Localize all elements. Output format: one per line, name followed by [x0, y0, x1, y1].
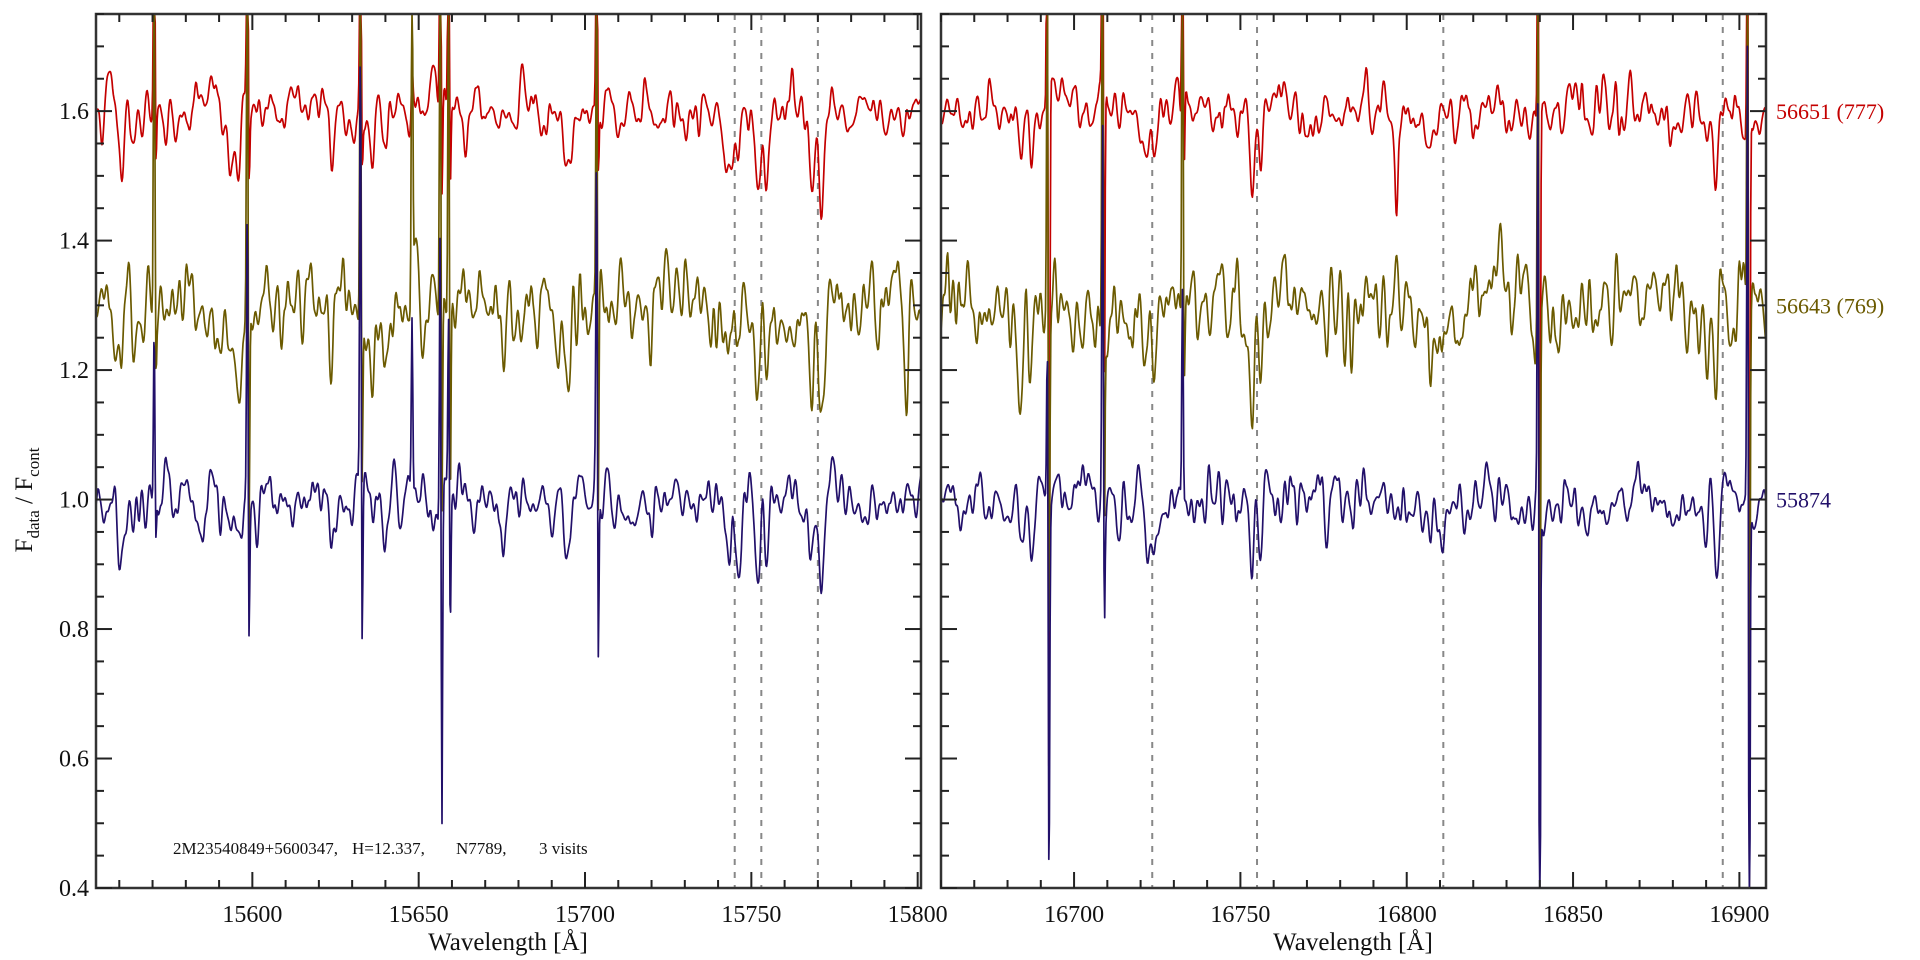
- right-panel: 16700 16750 16800 16850 16900: [939, 12, 1769, 928]
- y-tick-label: 1.4: [59, 229, 89, 255]
- x-tick-label: 16900: [1709, 902, 1769, 928]
- spectrum-red-series: [941, 14, 1766, 829]
- annotation-hmag: H=12.337,: [352, 839, 425, 858]
- y-tick-label: 1.6: [59, 99, 89, 125]
- y-label-sub-data: data: [24, 510, 43, 539]
- x-tick-label: 16750: [1210, 902, 1270, 928]
- x-axis-label-right: Wavelength [Å]: [1273, 929, 1433, 956]
- panel-frame: [94, 12, 923, 890]
- x-tick-label: 15750: [721, 902, 781, 928]
- series-label-olive: 56643 (769): [1776, 293, 1884, 318]
- spectrum-navy-series: [941, 45, 1766, 888]
- y-tick-label: 1.2: [59, 358, 89, 384]
- series-label-navy: 55874: [1776, 488, 1831, 513]
- annotation-star-id: 2M23540849+5600347,: [173, 839, 338, 858]
- x-tick-label: 15600: [222, 902, 282, 928]
- y-axis-label: Fdata / Fcont: [11, 447, 43, 552]
- y-tick-labels: 0.4 0.6 0.8 1.0 1.2 1.4 1.6: [59, 99, 89, 902]
- left-panel: 15600 15650 15700 15750 15800: [94, 12, 948, 928]
- spectrum-navy-series: [96, 66, 921, 825]
- series-label-red: 56651 (777): [1776, 99, 1884, 124]
- x-axis-label-left: Wavelength [Å]: [428, 929, 588, 956]
- spectrum-olive-series: [941, 14, 1766, 888]
- panel-frame: [939, 12, 1768, 890]
- spectrum-olive-series: [96, 14, 921, 544]
- spectrum-red-series: [96, 14, 921, 220]
- x-tick-label: 16800: [1377, 902, 1437, 928]
- x-tick-label: 16700: [1044, 902, 1104, 928]
- x-tick-label: 15650: [389, 902, 449, 928]
- y-label-f: F: [11, 539, 38, 553]
- y-tick-label: 0.6: [59, 747, 89, 773]
- annotation-visits: 3 visits: [539, 839, 588, 858]
- y-label-sep: / F: [11, 477, 38, 510]
- plot-area: [96, 14, 921, 888]
- x-tick-label: 15800: [888, 902, 948, 928]
- series-labels: 56651 (777) 56643 (769) 55874: [1776, 99, 1884, 512]
- x-tick-label: 15700: [555, 902, 615, 928]
- y-tick-label: 0.4: [59, 876, 89, 902]
- x-tick-label: 16850: [1543, 902, 1603, 928]
- plot-area: [941, 14, 1766, 888]
- star-annotation: 2M23540849+5600347, H=12.337, N7789, 3 v…: [173, 839, 588, 858]
- y-label-sub-cont: cont: [24, 447, 43, 477]
- y-tick-label: 0.8: [59, 617, 89, 643]
- annotation-field: N7789,: [456, 839, 507, 858]
- y-tick-label: 1.0: [59, 488, 89, 514]
